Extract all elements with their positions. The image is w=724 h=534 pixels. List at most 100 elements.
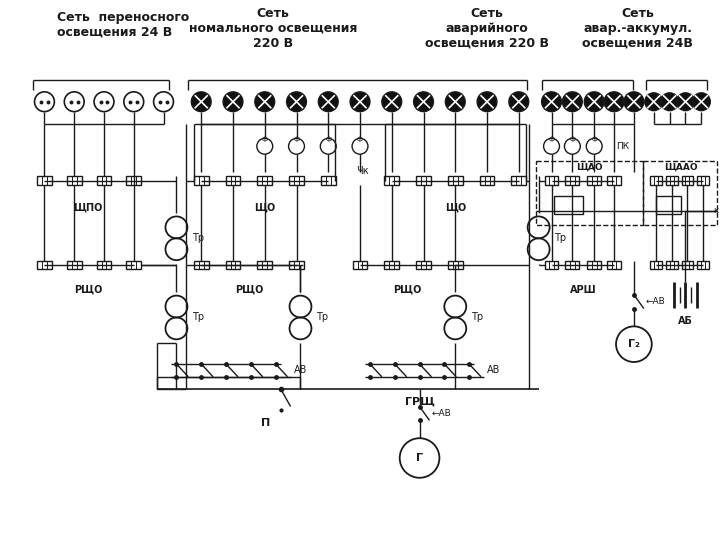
Circle shape xyxy=(191,92,211,112)
Bar xyxy=(697,176,710,185)
Bar xyxy=(587,261,601,270)
Circle shape xyxy=(509,92,529,112)
Text: ф: ф xyxy=(325,136,332,143)
Bar xyxy=(194,261,209,270)
Bar xyxy=(126,261,141,270)
Bar xyxy=(665,176,678,185)
Bar xyxy=(353,261,368,270)
Text: АВ: АВ xyxy=(293,365,307,375)
Bar xyxy=(289,261,304,270)
Bar xyxy=(448,176,463,185)
Text: Сеть
авар.-аккумул.
освещения 24В: Сеть авар.-аккумул. освещения 24В xyxy=(582,7,694,50)
Text: АВ: АВ xyxy=(487,365,500,375)
Bar xyxy=(643,161,717,225)
Text: ←АВ: ←АВ xyxy=(432,409,451,418)
Bar xyxy=(67,176,82,185)
Text: ПК: ПК xyxy=(616,142,629,151)
Text: Тр: Тр xyxy=(193,233,204,244)
Bar xyxy=(511,176,526,185)
Circle shape xyxy=(445,92,466,112)
Circle shape xyxy=(223,92,243,112)
Bar xyxy=(565,261,579,270)
Bar xyxy=(67,261,82,270)
Text: Сеть  переносного
освещения 24 В: Сеть переносного освещения 24 В xyxy=(57,11,190,38)
Text: Сеть
аварийного
освещения 220 В: Сеть аварийного освещения 220 В xyxy=(425,7,549,50)
Circle shape xyxy=(350,92,370,112)
Text: ЩПО: ЩПО xyxy=(73,203,103,213)
Text: ф: ф xyxy=(293,136,300,143)
Text: АБ: АБ xyxy=(678,317,693,326)
Bar xyxy=(554,196,584,214)
Bar xyxy=(289,176,304,185)
Text: ЩАО: ЩАО xyxy=(576,163,602,172)
Text: Тр: Тр xyxy=(555,233,567,244)
Bar xyxy=(257,176,272,185)
Text: ЩО: ЩО xyxy=(445,203,466,213)
Bar xyxy=(665,261,678,270)
Circle shape xyxy=(563,92,582,112)
Bar xyxy=(649,176,662,185)
Text: ←АВ: ←АВ xyxy=(646,297,665,306)
Bar xyxy=(479,176,494,185)
Text: ф: ф xyxy=(357,136,363,143)
Text: Тр: Тр xyxy=(193,312,204,323)
Text: ГРЩ: ГРЩ xyxy=(405,397,434,406)
Bar xyxy=(607,261,621,270)
Circle shape xyxy=(477,92,497,112)
Bar xyxy=(416,261,431,270)
Bar xyxy=(587,176,601,185)
Circle shape xyxy=(319,92,338,112)
Bar xyxy=(565,176,579,185)
Bar xyxy=(448,261,463,270)
Bar xyxy=(544,176,558,185)
Text: Г₂: Г₂ xyxy=(628,339,640,349)
Bar xyxy=(226,261,240,270)
Text: ф: ф xyxy=(549,136,555,143)
Bar xyxy=(384,261,399,270)
Bar xyxy=(697,261,710,270)
Bar xyxy=(194,176,209,185)
Text: ф: ф xyxy=(569,136,576,143)
Text: Чк: Чк xyxy=(355,166,369,176)
Circle shape xyxy=(676,93,694,111)
Bar xyxy=(37,176,52,185)
Circle shape xyxy=(255,92,274,112)
Bar xyxy=(226,176,240,185)
Text: ф: ф xyxy=(262,136,268,143)
Text: РЩО: РЩО xyxy=(235,285,263,295)
Text: ф: ф xyxy=(592,136,597,143)
Circle shape xyxy=(645,93,662,111)
Bar xyxy=(96,176,111,185)
Bar xyxy=(681,261,694,270)
Circle shape xyxy=(661,93,678,111)
Text: Сеть
номального освещения
220 В: Сеть номального освещения 220 В xyxy=(188,7,357,50)
Bar xyxy=(321,176,336,185)
Circle shape xyxy=(692,93,710,111)
Bar xyxy=(649,261,662,270)
Circle shape xyxy=(604,92,624,112)
Text: РЩО: РЩО xyxy=(393,285,422,295)
Text: П: П xyxy=(261,419,270,428)
Circle shape xyxy=(287,92,306,112)
Bar xyxy=(96,261,111,270)
Text: ЩААО: ЩААО xyxy=(664,163,697,172)
Text: РЩО: РЩО xyxy=(74,285,102,295)
Circle shape xyxy=(382,92,402,112)
Bar xyxy=(416,176,431,185)
Bar xyxy=(257,261,272,270)
Circle shape xyxy=(542,92,561,112)
Bar xyxy=(607,176,621,185)
Text: к: к xyxy=(713,206,718,215)
Bar xyxy=(37,261,52,270)
Circle shape xyxy=(584,92,604,112)
Text: ЩО: ЩО xyxy=(254,203,275,213)
Circle shape xyxy=(413,92,434,112)
Text: Тр: Тр xyxy=(471,312,484,323)
Text: АРШ: АРШ xyxy=(570,285,597,295)
Bar xyxy=(384,176,399,185)
Bar xyxy=(126,176,141,185)
Bar xyxy=(656,196,681,214)
Bar xyxy=(544,261,558,270)
Bar xyxy=(681,176,694,185)
Text: Г: Г xyxy=(416,453,423,463)
